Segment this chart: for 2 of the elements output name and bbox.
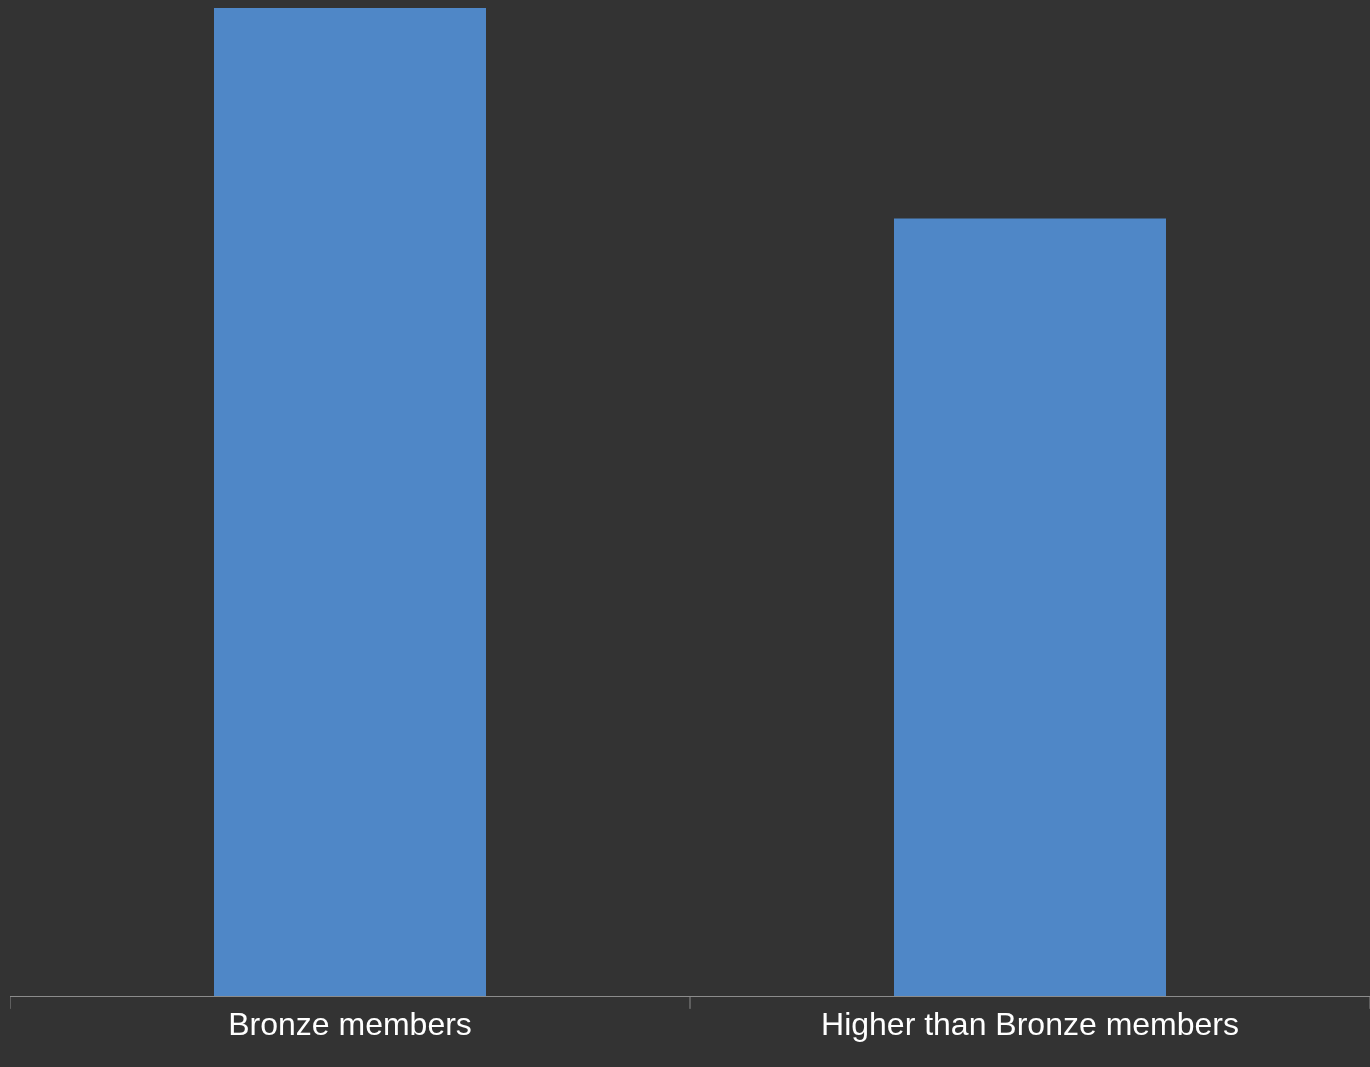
x-tick-label: Bronze members [228,1006,472,1043]
x-tick-label: Higher than Bronze members [821,1006,1239,1043]
